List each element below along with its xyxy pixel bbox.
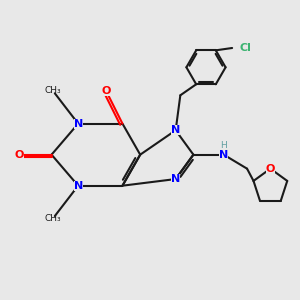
Text: N: N (219, 150, 228, 160)
Text: O: O (101, 86, 111, 96)
Text: N: N (74, 118, 83, 129)
Text: O: O (266, 164, 275, 174)
Text: H: H (220, 141, 227, 150)
Text: N: N (171, 174, 180, 184)
Text: CH₃: CH₃ (44, 86, 61, 95)
Text: N: N (74, 181, 83, 191)
Text: O: O (14, 150, 24, 160)
Text: N: N (171, 125, 180, 135)
Text: Cl: Cl (239, 43, 251, 53)
Text: CH₃: CH₃ (44, 214, 61, 223)
